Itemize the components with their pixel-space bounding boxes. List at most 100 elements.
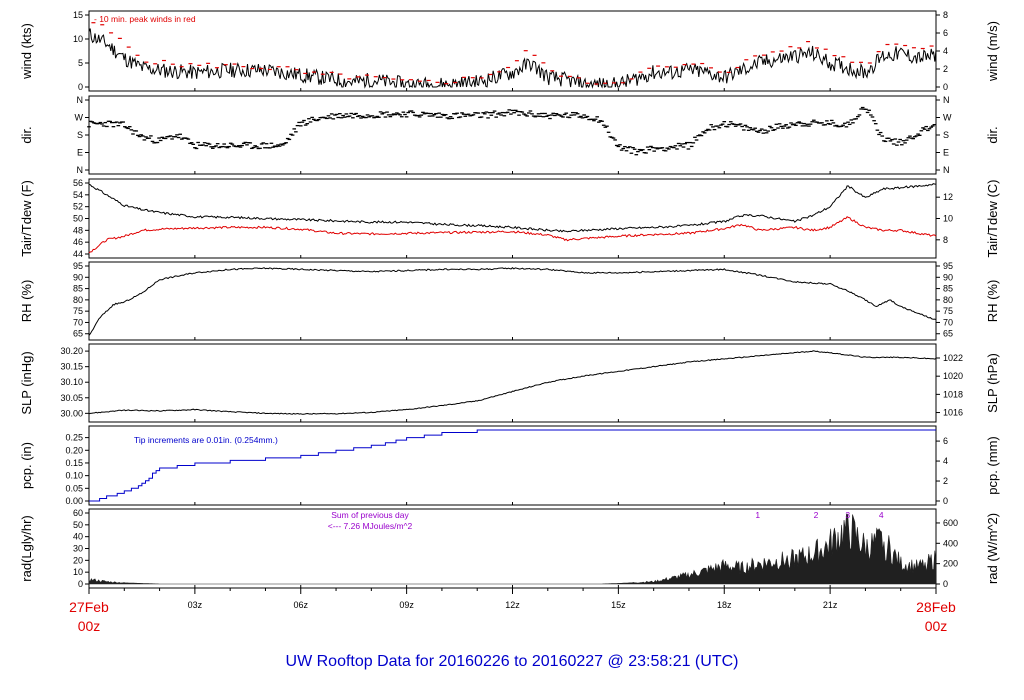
y-tick-label: S — [77, 130, 83, 140]
y-axis-label: dir. — [19, 126, 34, 143]
y-tick-label: 5 — [78, 58, 83, 68]
y-tick-label: 46 — [73, 237, 83, 247]
y-tick-label: 10 — [73, 567, 83, 577]
time-tick-label: 12z — [505, 600, 520, 610]
y-tick-label-right: N — [943, 95, 950, 105]
panel-frame — [88, 343, 937, 423]
y-tick-label-right: 95 — [943, 261, 953, 271]
y-axis-label: RH (%) — [19, 280, 34, 323]
y-axis-label-right: rad (W/m^2) — [985, 513, 1000, 584]
y-tick-label-right: 0 — [943, 579, 948, 589]
y-tick-label: 0.25 — [65, 433, 83, 443]
y-tick-label: 0.15 — [65, 458, 83, 468]
y-axis-label: wind (kts) — [19, 23, 34, 80]
y-tick-label: 48 — [73, 225, 83, 235]
y-tick-label: 30.15 — [60, 362, 83, 372]
y-tick-label: 0.20 — [65, 445, 83, 455]
y-tick-label: 90 — [73, 272, 83, 282]
y-tick-label: 15 — [73, 10, 83, 20]
y-tick-label: 30.20 — [60, 346, 83, 356]
y-tick-label: 0.00 — [65, 496, 83, 506]
panel-6: pcp. (in) pcp. (mm) 0.00 0.05 0.10 0.15 0.20 0.… — [19, 425, 1000, 506]
y-tick-label: 50 — [73, 214, 83, 224]
radiation-marker: 4 — [879, 510, 884, 520]
y-tick-label-right: 75 — [943, 306, 953, 316]
y-tick-label: 80 — [73, 295, 83, 305]
y-tick-label-right: 65 — [943, 329, 953, 339]
y-axis-label-right: dir. — [985, 126, 1000, 143]
time-tick-label: 21z — [823, 600, 838, 610]
y-axis-label: SLP (inHg) — [19, 351, 34, 414]
y-tick-label-right: 1020 — [943, 371, 963, 381]
y-tick-label: 30.05 — [60, 393, 83, 403]
precip-accumulation-series — [89, 429, 936, 502]
end-date: 28Feb — [916, 599, 956, 615]
radiation-marker: 3 — [845, 510, 850, 520]
y-tick-label: 30 — [73, 544, 83, 554]
y-tick-label: 85 — [73, 284, 83, 294]
time-tick-label: 15z — [611, 600, 626, 610]
start-date: 27Feb — [69, 599, 109, 615]
y-tick-label-right: 2 — [943, 64, 948, 74]
wind-speed-series — [88, 28, 937, 89]
y-tick-label: 0 — [78, 82, 83, 92]
y-axis-label: Tair/Tdew (F) — [19, 180, 34, 257]
y-tick-label: 0 — [78, 579, 83, 589]
start-hour: 00z — [78, 618, 101, 634]
y-tick-label: 44 — [73, 249, 83, 259]
y-tick-label: 0.05 — [65, 483, 83, 493]
end-hour: 00z — [925, 618, 948, 634]
y-tick-label-right: 80 — [943, 295, 953, 305]
y-tick-label: 30.10 — [60, 377, 83, 387]
y-tick-label: E — [77, 148, 83, 158]
y-tick-label: 50 — [73, 520, 83, 530]
y-tick-label-right: 2 — [943, 476, 948, 486]
y-tick-label-right: 0 — [943, 496, 948, 506]
y-axis-label-right: SLP (hPa) — [985, 353, 1000, 413]
y-tick-label-right: 200 — [943, 559, 958, 569]
radiation-annotation-line2: <--- 7.26 MJoules/m^2 — [328, 521, 413, 531]
y-axis-label: rad(Lgly/hr) — [19, 515, 34, 581]
panel-frame — [88, 95, 937, 175]
solar-radiation-series — [88, 513, 937, 585]
y-tick-label: 30.00 — [60, 408, 83, 418]
y-tick-label: 95 — [73, 261, 83, 271]
y-tick-label-right: 4 — [943, 46, 948, 56]
y-tick-label: 54 — [73, 190, 83, 200]
pressure-series — [88, 350, 937, 415]
y-tick-label-right: 0 — [943, 82, 948, 92]
y-axis-label-right: RH (%) — [985, 280, 1000, 323]
y-tick-label-right: 6 — [943, 436, 948, 446]
y-tick-label-right: 600 — [943, 518, 958, 528]
y-axis-label-right: pcp. (mm) — [985, 436, 1000, 495]
y-tick-label: 52 — [73, 202, 83, 212]
y-tick-label-right: 70 — [943, 317, 953, 327]
y-tick-label-right: 4 — [943, 456, 948, 466]
y-tick-label: 10 — [73, 34, 83, 44]
y-tick-label: N — [77, 165, 84, 175]
air-temperature-series — [88, 183, 937, 233]
y-tick-label-right: S — [943, 130, 949, 140]
y-tick-label-right: 8 — [943, 10, 948, 20]
time-tick-label: 06z — [293, 600, 308, 610]
y-tick-label: 20 — [73, 555, 83, 565]
y-axis-label-right: wind (m/s) — [985, 21, 1000, 82]
humidity-series — [88, 267, 937, 336]
y-tick-label-right: N — [943, 165, 950, 175]
y-tick-label-right: W — [943, 113, 952, 123]
y-tick-label-right: 1018 — [943, 389, 963, 399]
panel-frame — [88, 261, 937, 341]
y-tick-label-right: 400 — [943, 538, 958, 548]
y-tick-label: 65 — [73, 329, 83, 339]
y-tick-label-right: 1016 — [943, 408, 963, 418]
panel-2: dir. dir.N NE ES SW WN N — [19, 95, 1000, 175]
panel-5: SLP (inHg) SLP (hPa) 30.00 30.05 30.10 30.15 3… — [19, 343, 1000, 423]
y-tick-label-right: 90 — [943, 272, 953, 282]
time-tick-label: 09z — [399, 600, 414, 610]
y-tick-label: 0.10 — [65, 471, 83, 481]
